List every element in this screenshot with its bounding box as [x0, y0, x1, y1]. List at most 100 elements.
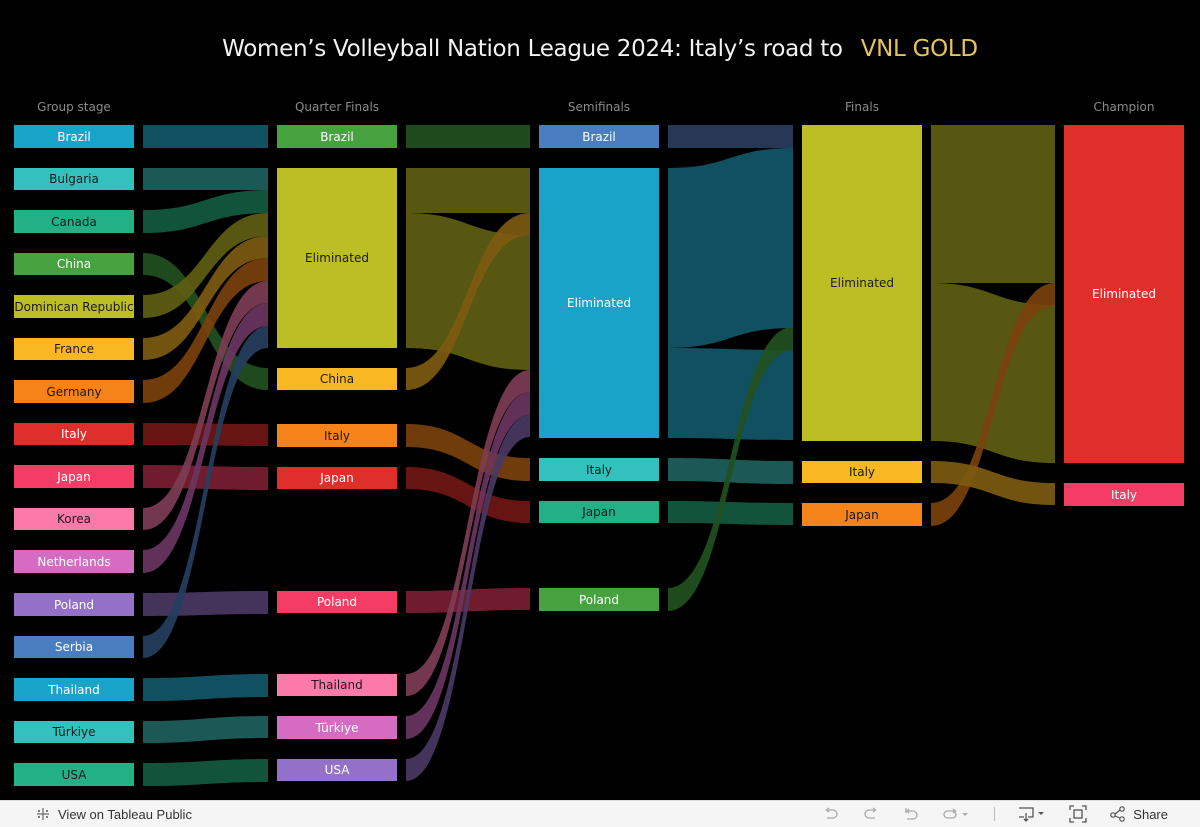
flow-ribbon[interactable] — [143, 125, 268, 148]
node-label: Poland — [578, 592, 620, 607]
node-finals-eliminated[interactable]: Eliminated — [802, 125, 922, 441]
node-group-stage-canada[interactable]: Canada — [14, 210, 134, 233]
node-group-stage-china[interactable]: China — [14, 253, 134, 275]
node-group-stage-germany[interactable]: Germany — [14, 380, 134, 403]
node-group-stage-korea[interactable]: Korea — [14, 508, 134, 530]
node-label: Poland — [316, 595, 358, 609]
node-label: Brazil — [57, 129, 91, 144]
flow-ribbon[interactable] — [143, 303, 268, 573]
node-quarter-finals-japan[interactable]: Japan — [277, 467, 397, 489]
stage-label-group-stage: Group stage — [37, 100, 111, 114]
node-group-stage-france[interactable]: France — [14, 338, 134, 360]
download-icon[interactable] — [1017, 805, 1047, 823]
node-semifinals-italy[interactable]: Italy — [539, 458, 659, 481]
node-quarter-finals-china[interactable]: China — [277, 368, 397, 390]
flow-ribbon[interactable] — [931, 283, 1055, 526]
flow-ribbon[interactable] — [668, 348, 793, 440]
node-group-stage-dominican-republic[interactable]: Dominican Republic — [14, 295, 134, 318]
node-quarter-finals-brazil[interactable]: Brazil — [277, 125, 397, 148]
undo-icon[interactable] — [822, 805, 840, 823]
flow-ribbon[interactable] — [406, 415, 530, 781]
node-label: Japan — [845, 507, 879, 522]
node-group-stage-netherlands[interactable]: Netherlands — [14, 550, 134, 573]
flow-ribbon[interactable] — [668, 148, 793, 348]
flow-ribbon[interactable] — [143, 591, 268, 616]
node-group-stage-serbia[interactable]: Serbia — [14, 636, 134, 658]
node-label: Japan — [57, 469, 91, 484]
node-label: Eliminated — [567, 296, 631, 310]
node-semifinals-poland[interactable]: Poland — [539, 588, 659, 611]
flow-ribbon[interactable] — [668, 501, 793, 525]
flow-ribbon[interactable] — [406, 392, 530, 739]
tableau-footer: View on Tableau Public Share — [0, 800, 1200, 827]
share-icon — [1109, 805, 1127, 823]
node-semifinals-brazil[interactable]: Brazil — [539, 125, 659, 148]
node-semifinals-japan[interactable]: Japan — [539, 501, 659, 523]
flow-ribbon[interactable] — [406, 168, 530, 213]
flow-ribbon[interactable] — [143, 326, 268, 658]
node-quarter-finals-poland[interactable]: Poland — [277, 591, 397, 613]
node-label: China — [56, 257, 92, 271]
refresh-icon[interactable] — [942, 805, 972, 823]
fullscreen-icon[interactable] — [1069, 805, 1087, 823]
flow-ribbon[interactable] — [143, 190, 268, 233]
node-label: Türkiye — [315, 720, 359, 735]
node-finals-japan[interactable]: Japan — [802, 503, 922, 526]
node-label: Eliminated — [305, 251, 369, 265]
view-on-tableau-link[interactable]: View on Tableau Public — [34, 805, 192, 823]
flow-ribbon[interactable] — [406, 125, 530, 148]
flow-ribbon[interactable] — [143, 168, 268, 190]
node-group-stage-t-rkiye[interactable]: Türkiye — [14, 721, 134, 743]
node-champion-eliminated[interactable]: Eliminated — [1064, 125, 1184, 463]
node-quarter-finals-usa[interactable]: USA — [277, 759, 397, 781]
stage-label-finals: Finals — [845, 100, 879, 114]
node-group-stage-japan[interactable]: Japan — [14, 465, 134, 488]
node-quarter-finals-t-rkiye[interactable]: Türkiye — [277, 716, 397, 739]
node-label: Brazil — [582, 129, 616, 144]
sankey-flows — [143, 125, 1055, 786]
node-label: Italy — [848, 465, 876, 479]
stage-label-semifinals: Semifinals — [567, 100, 631, 114]
flow-ribbon[interactable] — [143, 258, 268, 403]
flow-ribbon[interactable] — [406, 370, 530, 696]
flow-ribbon[interactable] — [143, 759, 268, 786]
flow-ribbon[interactable] — [406, 213, 530, 390]
flow-ribbon[interactable] — [931, 461, 1055, 505]
node-label: USA — [324, 763, 350, 777]
node-group-stage-brazil[interactable]: Brazil — [14, 125, 134, 148]
node-finals-italy[interactable]: Italy — [802, 461, 922, 483]
node-quarter-finals-thailand[interactable]: Thailand — [277, 674, 397, 696]
flow-ribbon[interactable] — [931, 125, 1055, 283]
node-group-stage-italy[interactable]: Italy — [14, 423, 134, 445]
node-label: Poland — [53, 597, 95, 612]
flow-ribbon[interactable] — [668, 327, 793, 611]
flow-ribbon[interactable] — [143, 716, 268, 743]
node-label: Italy — [585, 462, 613, 477]
node-group-stage-bulgaria[interactable]: Bulgaria — [14, 168, 134, 190]
node-champion-italy[interactable]: Italy — [1064, 483, 1184, 506]
flow-ribbon[interactable] — [143, 281, 268, 530]
flow-ribbon[interactable] — [143, 213, 268, 318]
node-semifinals-eliminated[interactable]: Eliminated — [539, 168, 659, 438]
tableau-logo-icon — [34, 805, 52, 823]
stage-label-champion: Champion — [1093, 100, 1155, 114]
node-group-stage-thailand[interactable]: Thailand — [14, 678, 134, 701]
flow-ribbon[interactable] — [143, 674, 268, 701]
node-quarter-finals-italy[interactable]: Italy — [277, 424, 397, 447]
node-label: Italy — [323, 428, 351, 443]
node-label: Italy — [60, 427, 88, 441]
flow-ribbon[interactable] — [668, 125, 793, 148]
flow-ribbon[interactable] — [143, 236, 268, 360]
flow-ribbon[interactable] — [406, 467, 530, 523]
node-group-stage-poland[interactable]: Poland — [14, 593, 134, 616]
stage-label-quarter-finals: Quarter Finals — [294, 100, 380, 114]
revert-icon[interactable] — [902, 805, 920, 823]
share-button[interactable]: Share — [1109, 805, 1168, 823]
node-label: Korea — [56, 512, 92, 526]
node-label: Italy — [1110, 487, 1138, 502]
flow-ribbon[interactable] — [143, 465, 268, 490]
chart-title: Women’s Volleyball Nation League 2024: I… — [0, 36, 1200, 62]
node-group-stage-usa[interactable]: USA — [14, 763, 134, 786]
node-quarter-finals-eliminated[interactable]: Eliminated — [277, 168, 397, 348]
redo-icon[interactable] — [862, 805, 880, 823]
